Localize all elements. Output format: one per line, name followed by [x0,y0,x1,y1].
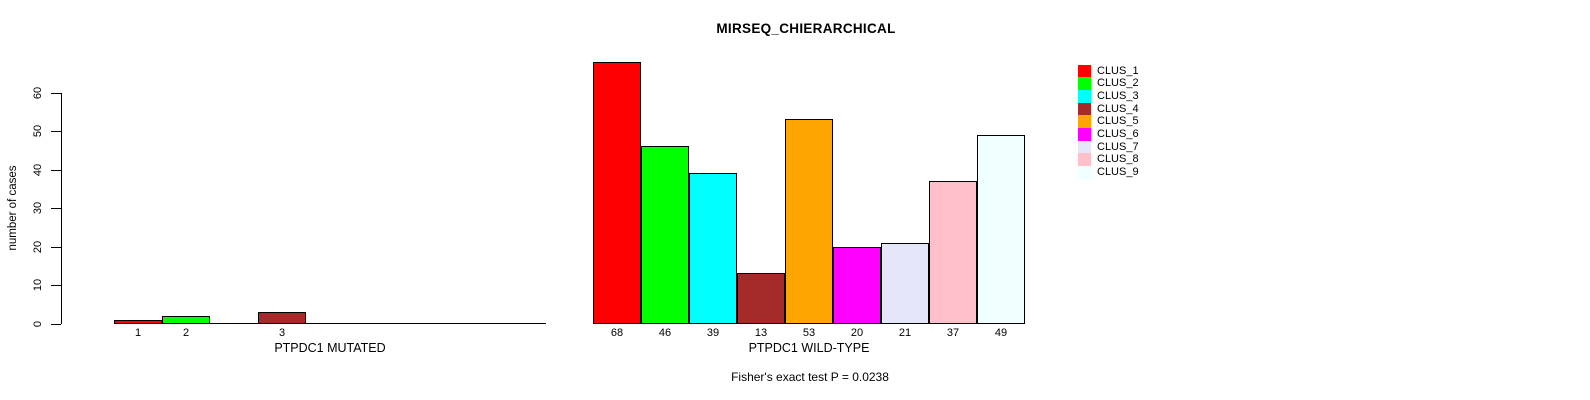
y-axis-line [61,93,62,324]
legend-swatch-icon [1078,89,1091,103]
y-tick [51,247,61,248]
y-tick-label: 30 [32,201,44,215]
bar-clus_2 [641,146,689,324]
bar-value-label: 13 [754,327,768,339]
y-tick-label: 20 [32,240,44,254]
bar-clus_5 [785,119,833,324]
legend-label: CLUS_2 [1097,77,1139,90]
legend-label: CLUS_6 [1097,128,1139,140]
legend-swatch-icon [1078,128,1091,141]
bar-clus_2 [162,316,210,324]
bar-value-label: 46 [658,327,672,339]
y-tick-label: 0 [32,320,44,328]
legend-label: CLUS_9 [1097,166,1139,179]
legend-label: CLUS_1 [1097,64,1139,77]
y-tick-label: 60 [32,86,44,100]
y-tick [51,324,61,325]
bar-clus_9 [977,135,1025,324]
bar-clus_1 [114,320,162,324]
bar-value-label: 20 [850,327,864,339]
y-tick-label: 10 [32,278,44,292]
x-baseline [114,323,546,324]
bar-group-wild-type: PTPDC1 WILD-TYPE 68 46 39 13 53 20 21 37 49 [593,0,1025,400]
y-axis-title: number of cases [7,165,19,251]
legend-label: CLUS_7 [1097,140,1139,153]
legend-label: CLUS_5 [1097,115,1139,128]
y-tick [51,170,61,171]
legend-label: CLUS_8 [1097,153,1139,166]
bar-value-label: 53 [802,327,816,339]
bar-value-label: 21 [898,327,912,339]
legend-swatch-icon [1078,77,1091,91]
bar-clus_6 [833,247,881,324]
bar-value-label: 2 [182,327,190,339]
bar-value-label: 3 [278,327,286,339]
bar-value-label: 68 [610,327,624,339]
bar-clus_8 [929,181,977,324]
legend-swatch-icon [1078,140,1091,154]
bar-clus_4 [737,273,785,324]
bar-group-mutated: PTPDC1 MUTATED 1 2 3 [114,0,546,400]
bar-clus_4 [258,312,306,324]
y-tick [51,131,61,132]
legend-swatch-icon [1078,166,1091,180]
legend-label: CLUS_4 [1097,102,1139,115]
group-label-wild-type: PTPDC1 WILD-TYPE [748,341,870,355]
bar-clus_1 [593,62,641,324]
y-tick-label: 50 [32,124,44,138]
chart-title: MIRSEQ_CHIERARCHICAL [716,21,896,36]
bar-clus_3 [689,173,737,324]
bar-value-label: 39 [706,327,720,339]
legend-label: CLUS_3 [1097,89,1139,102]
bar-value-label: 49 [994,327,1008,339]
y-tick [51,208,61,209]
legend-swatch-icon [1078,102,1091,116]
legend-swatch-icon [1078,64,1091,78]
bar-value-label: 37 [946,327,960,339]
y-tick-label: 40 [32,163,44,177]
y-tick [51,93,61,94]
bar-clus_7 [881,243,929,324]
group-label-mutated: PTPDC1 MUTATED [274,341,386,355]
legend-swatch-icon [1078,153,1091,167]
y-tick [51,285,61,286]
fisher-test-annotation: Fisher's exact test P = 0.0238 [731,370,889,384]
legend-swatch-icon [1078,115,1091,129]
bar-value-label: 1 [134,327,142,339]
legend: CLUS_1 CLUS_2 CLUS_3 CLUS_4 CLUS_5 CLUS_6 CLUS… [1078,0,1278,400]
